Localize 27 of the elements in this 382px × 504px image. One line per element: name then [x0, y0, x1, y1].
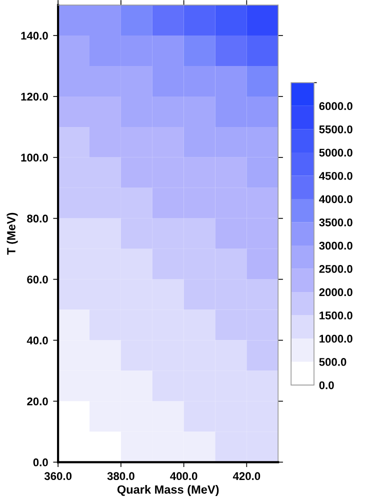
- y-tick-label: 20.0: [27, 397, 48, 406]
- y-tick-label: 100.0: [21, 154, 48, 162]
- color-bar-label: 5500.0: [319, 125, 352, 134]
- x-tick-label: 420.0: [232, 472, 260, 480]
- color-bar-label: 500.0: [319, 358, 346, 366]
- y-tick-label: 80.0: [27, 214, 48, 222]
- color-bar-label: 3000.0: [319, 242, 352, 250]
- color-bar-label: 0.0: [319, 381, 334, 390]
- y-tick-label: 120.0: [21, 92, 48, 101]
- y-axis-title: T (MeV): [6, 212, 18, 255]
- x-axis-title: Quark Mass (MeV): [117, 485, 219, 496]
- y-tick-label: 140.0: [21, 32, 48, 40]
- color-bar-label: 3500.0: [319, 218, 352, 226]
- x-tick-label: 360.0: [44, 472, 72, 480]
- y-tick-label: 40.0: [26, 336, 48, 344]
- y-tick-label: 0.0: [33, 458, 48, 466]
- color-bar-label: 4500.0: [319, 172, 352, 180]
- color-bar-label: 4000.0: [319, 195, 352, 204]
- y-tick-label: 60.0: [27, 276, 48, 284]
- color-bar-label: 5000.0: [319, 148, 352, 157]
- x-tick-label: 400.0: [170, 472, 198, 480]
- color-bar-label: 1500.0: [320, 312, 352, 320]
- color-bar-label: 6000.0: [319, 102, 352, 110]
- x-tick-label: 380.0: [107, 472, 134, 480]
- color-bar-label: 1000.0: [320, 334, 352, 343]
- color-bar-label: 2000.0: [319, 288, 352, 296]
- color-bar-label: 2500.0: [319, 265, 352, 273]
